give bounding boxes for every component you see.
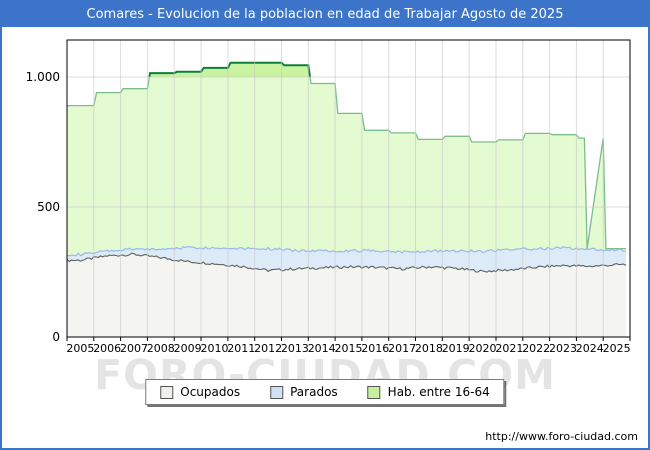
svg-text:2009: 2009 — [174, 342, 202, 355]
svg-text:2007: 2007 — [120, 342, 148, 355]
legend-item-parados: Parados — [270, 385, 338, 399]
svg-text:2013: 2013 — [281, 342, 309, 355]
legend-swatch-ocupados — [160, 385, 174, 399]
svg-text:2012: 2012 — [254, 342, 282, 355]
gridlines — [67, 40, 630, 337]
population-chart: 0 500 1.000 2005 2006 2007 2008 2009 2010 2011 201… — [2, 27, 648, 448]
legend-label-hab-16-64: Hab. entre 16-64 — [387, 385, 490, 399]
legend-item-hab-16-64: Hab. entre 16-64 — [367, 385, 490, 399]
site-url-link[interactable]: http://www.foro-ciudad.com — [485, 430, 638, 443]
svg-text:2023: 2023 — [549, 342, 577, 355]
svg-text:2022: 2022 — [522, 342, 550, 355]
svg-text:2005: 2005 — [66, 342, 94, 355]
legend-item-ocupados: Ocupados — [160, 385, 240, 399]
svg-text:2006: 2006 — [93, 342, 121, 355]
svg-text:2015: 2015 — [335, 342, 363, 355]
svg-text:500: 500 — [37, 200, 60, 214]
svg-text:2018: 2018 — [415, 342, 443, 355]
legend-label-ocupados: Ocupados — [180, 385, 241, 399]
legend-swatch-parados — [270, 385, 284, 399]
x-axis-labels: 2005200620072008200920102011201220132014… — [66, 342, 630, 355]
svg-text:2021: 2021 — [495, 342, 523, 355]
series-ocupados — [66, 252, 627, 337]
legend-swatch-hab-16-64 — [367, 385, 381, 399]
svg-text:1.000: 1.000 — [26, 70, 60, 84]
svg-text:2025: 2025 — [603, 342, 631, 355]
svg-text:2016: 2016 — [361, 342, 389, 355]
y-axis-labels: 0 500 1.000 — [26, 70, 60, 344]
title-bar: Comares - Evolucion de la poblacion en e… — [2, 2, 648, 27]
plot-border — [66, 39, 631, 338]
svg-text:2008: 2008 — [147, 342, 175, 355]
svg-text:2020: 2020 — [469, 342, 497, 355]
svg-text:2019: 2019 — [442, 342, 470, 355]
legend-label-parados: Parados — [290, 385, 338, 399]
svg-text:0: 0 — [52, 330, 60, 344]
page-title: Comares - Evolucion de la poblacion en e… — [86, 7, 564, 22]
svg-text:2017: 2017 — [388, 342, 416, 355]
svg-text:2010: 2010 — [201, 342, 229, 355]
chart-legend: Ocupados Parados Hab. entre 16-64 — [145, 379, 505, 405]
x-tick-marks — [66, 337, 631, 341]
svg-text:2014: 2014 — [308, 342, 336, 355]
svg-text:2024: 2024 — [576, 342, 604, 355]
svg-text:2011: 2011 — [227, 342, 255, 355]
